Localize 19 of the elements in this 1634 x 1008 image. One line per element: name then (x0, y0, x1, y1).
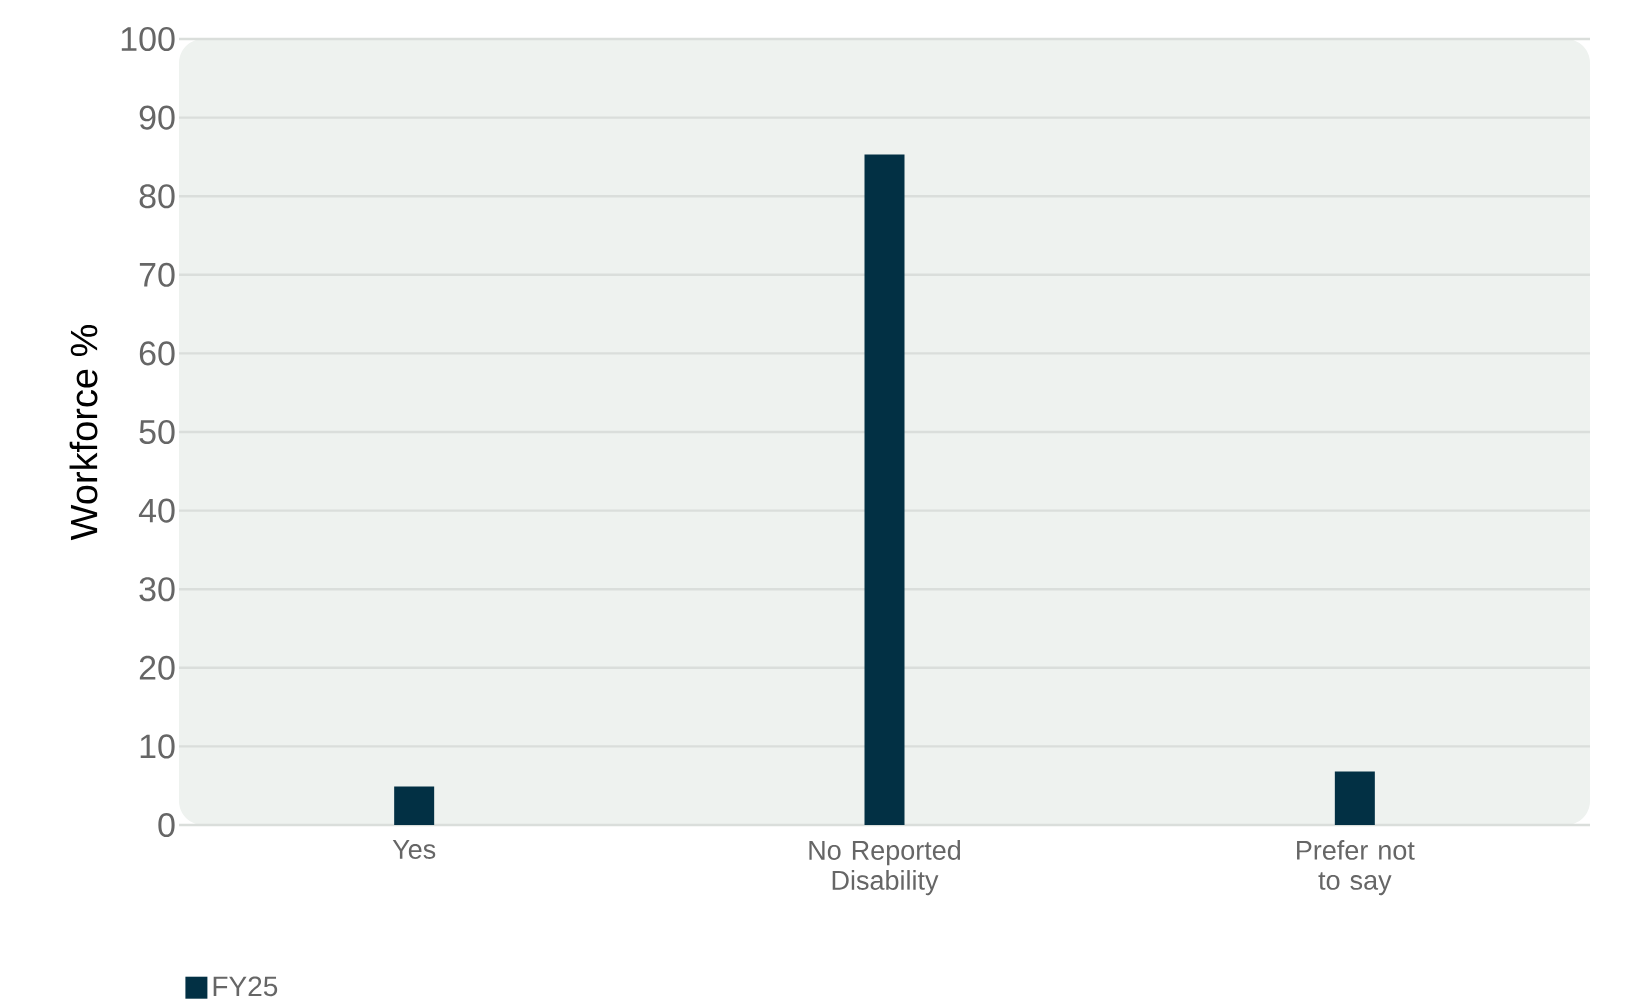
y-tick-label: 70 (139, 262, 175, 287)
y-tick-label: 60 (139, 341, 175, 366)
bar (1334, 771, 1375, 825)
y-tick-label: 10 (140, 734, 175, 759)
y-tick-label: 0 (158, 812, 175, 838)
legend-label: FY25 (213, 976, 278, 997)
x-tick-label: Yes (392, 840, 436, 859)
y-tick-label: 50 (139, 419, 175, 445)
y-tick-label: 30 (139, 577, 175, 602)
y-tick-label: 90 (139, 105, 175, 130)
y-tick-label: 20 (139, 655, 175, 680)
y-tick-label: 100 (121, 26, 175, 52)
bar (394, 786, 435, 825)
y-axis-title: Workforce % (69, 325, 98, 541)
y-tick-label: 40 (138, 498, 175, 523)
x-tick-label: No Reported Disability (809, 840, 961, 896)
x-tick-label: Prefer not to say (1297, 840, 1415, 896)
y-tick-label: 80 (139, 184, 175, 209)
bar (864, 154, 905, 825)
